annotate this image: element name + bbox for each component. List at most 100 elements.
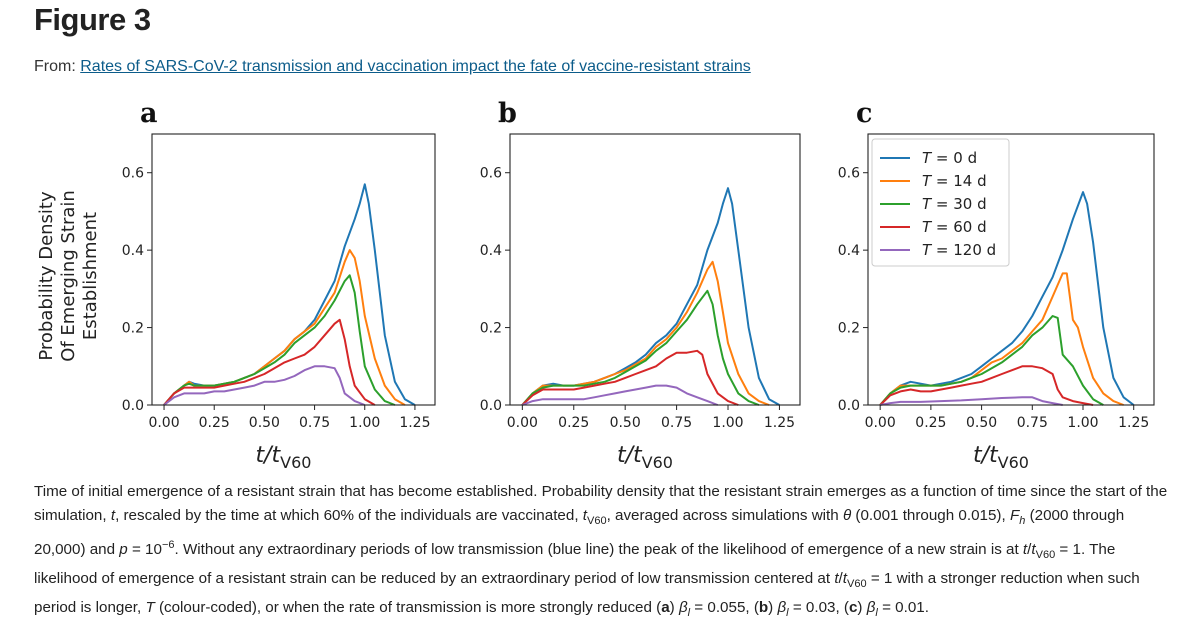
caption-run: a	[661, 599, 670, 617]
caption-run: )	[768, 599, 778, 617]
caption-run: V60	[587, 515, 607, 528]
series-line-b-1	[521, 187, 780, 406]
legend-entry: T = 30 d	[922, 195, 987, 213]
caption-run: = 0.03, (	[788, 599, 849, 617]
caption-run: /	[1027, 541, 1032, 559]
caption-run: −6	[161, 539, 175, 552]
x-tick-label: 1.25	[764, 415, 795, 431]
legend-entry: T = 0 d	[922, 149, 977, 167]
series-line-c-1	[879, 191, 1135, 406]
caption-run: V60	[847, 578, 867, 591]
y-axis-label-line: Establishment	[80, 212, 101, 340]
series-line-a-2	[163, 249, 406, 406]
panel-letter: a	[140, 98, 158, 129]
y-tick-label: 0.4	[480, 243, 502, 259]
caption-run: β	[678, 599, 688, 617]
y-tick-label: 0.6	[122, 166, 144, 182]
caption-run: t	[110, 507, 116, 524]
article-link[interactable]: Rates of SARS-CoV-2 transmission and vac…	[80, 58, 751, 75]
x-tick-label: 0.75	[299, 415, 330, 431]
axes-frame	[867, 133, 1155, 406]
y-axis-label-line: Of Emerging Strain	[58, 190, 79, 362]
legend: T = 0 d T = 14 d T = 30 d T = 60 d T = 120 d	[871, 138, 1010, 267]
caption-run: . Without any extraordinary periods of l…	[174, 541, 1023, 559]
y-tick-label: 0.6	[838, 166, 860, 182]
x-axis-label-sub: V60	[642, 453, 673, 470]
legend-box	[871, 138, 1010, 267]
caption-run: t	[1031, 541, 1036, 559]
caption-run: Time of initial emergence of a resistant…	[34, 483, 1168, 524]
x-tick-label: 1.00	[712, 415, 743, 431]
series-line-a-5	[163, 365, 366, 406]
caption-run: T	[145, 599, 155, 617]
caption-run: (colour-coded), or when the rate of tran…	[154, 599, 662, 617]
series-line-c-3	[879, 315, 1104, 406]
y-tick-label: 0.6	[480, 166, 502, 182]
caption-run: t	[582, 507, 587, 524]
x-tick-label: 1.25	[399, 415, 430, 431]
caption-run: /	[838, 570, 843, 588]
figure-caption: Time of initial emergence of a resistant…	[34, 480, 1174, 625]
caption-run: = 1. The likelihood of emergence of a re…	[34, 541, 1116, 588]
panel-letter: c	[856, 98, 872, 129]
legend-entry: T = 60 d	[922, 218, 987, 236]
y-tick-label: 0.2	[838, 321, 860, 337]
y-axis-label-line: Probability Density	[36, 191, 57, 361]
x-tick-label: 1.00	[349, 415, 380, 431]
figure-panels: a 0.00 0.25 0.50 0.75 1.00 1.25 0.0 0.2 0.4 0.6 t/t…	[36, 98, 1155, 470]
axes-frame	[151, 133, 436, 406]
legend-entry: T = 14 d	[922, 172, 987, 190]
caption-run: , rescaled by the time at which 60% of t…	[115, 507, 583, 524]
y-tick-label: 0.0	[122, 398, 144, 414]
axes-frame	[509, 133, 801, 406]
caption-run: p	[119, 541, 128, 559]
series-line-a-3	[163, 274, 396, 406]
caption-run: l	[786, 607, 789, 620]
x-tick-label: 0.25	[199, 415, 230, 431]
y-tick-label: 0.4	[122, 243, 144, 259]
caption-run: θ	[842, 507, 852, 524]
caption-run: h	[1019, 515, 1026, 528]
panel-letter: b	[498, 98, 517, 129]
caption-run: t	[842, 570, 848, 588]
x-tick-label: 1.25	[1118, 415, 1149, 431]
caption-run: b	[758, 599, 769, 617]
series-line-a-1	[163, 183, 416, 406]
x-tick-label: 0.00	[507, 415, 538, 431]
caption-run: l	[687, 607, 691, 620]
series-line-b-4	[521, 349, 739, 406]
caption-run: (0.001 through 0.015),	[851, 507, 1010, 524]
caption-run: F	[1009, 507, 1020, 524]
x-tick-label: 0.50	[610, 415, 641, 431]
series-line-a-4	[163, 318, 376, 406]
caption-run: )	[857, 599, 867, 617]
caption-run: l	[875, 607, 878, 620]
caption-run: t	[1022, 541, 1028, 559]
caption-run: V60	[1035, 549, 1056, 562]
x-tick-label: 0.00	[148, 415, 179, 431]
series-line-c-4	[879, 365, 1094, 406]
x-axis-label: t/tV60	[973, 443, 1029, 470]
chart-panel-c: c 0.00 0.25 0.50 0.75 1.00 1.25 0.0 0.2 0.4 0.6 t/t…	[838, 98, 1155, 470]
series-line-b-3	[521, 289, 760, 406]
y-tick-label: 0.2	[480, 321, 502, 337]
y-axis-label: Probability Density Of Emerging Strain Est…	[36, 190, 101, 362]
x-tick-label: 0.25	[558, 415, 589, 431]
x-axis-label-sub: V60	[280, 453, 311, 470]
y-tick-label: 0.0	[838, 398, 860, 414]
source-line: From: Rates of SARS-CoV-2 transmission a…	[34, 58, 751, 76]
figure-title: Figure 3	[34, 2, 151, 37]
x-tick-label: 0.50	[966, 415, 997, 431]
caption-run: t	[834, 570, 839, 588]
caption-run: = 1 with a stronger reduction when such …	[34, 570, 1140, 617]
x-tick-label: 1.00	[1067, 415, 1098, 431]
caption-run: = 0.01.	[877, 599, 929, 617]
caption-run: β	[866, 599, 876, 617]
series-line-b-5	[521, 384, 719, 406]
x-tick-label: 0.00	[865, 415, 896, 431]
caption-run: β	[777, 599, 787, 617]
x-axis-label-sub: V60	[998, 453, 1029, 470]
y-tick-label: 0.2	[122, 321, 144, 337]
y-tick-label: 0.4	[838, 243, 860, 259]
from-label: From:	[34, 58, 76, 75]
